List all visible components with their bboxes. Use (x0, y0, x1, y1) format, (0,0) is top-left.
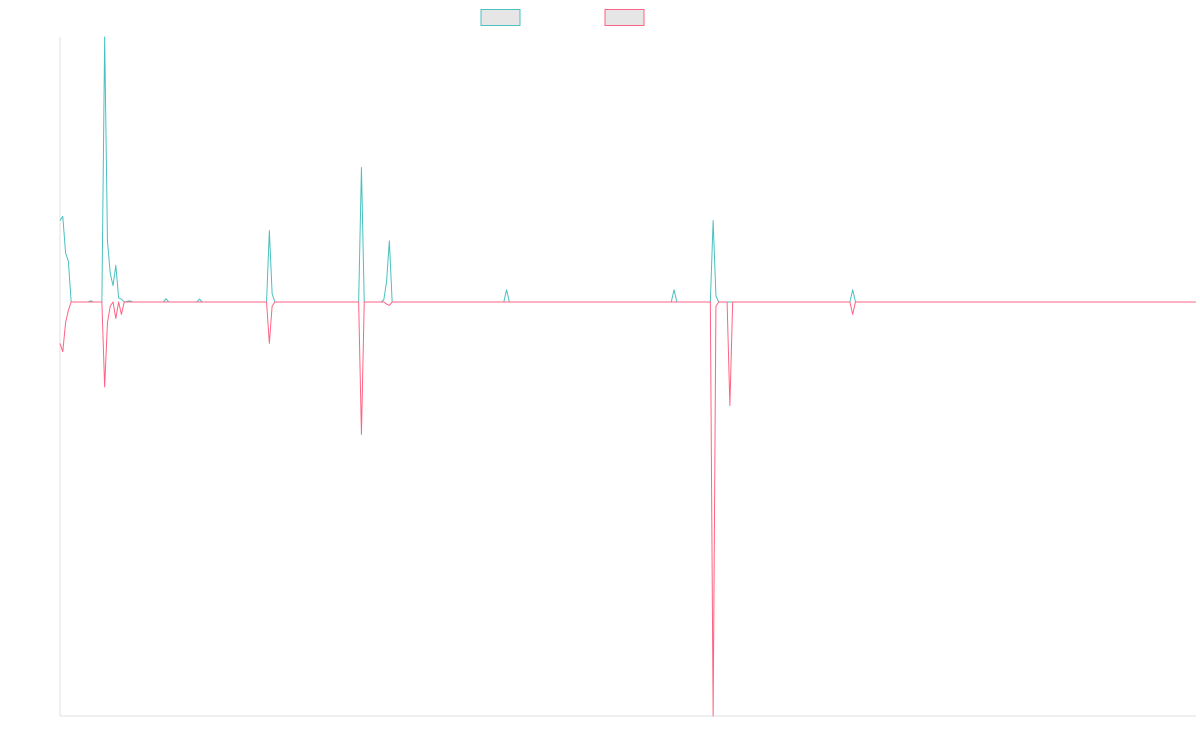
series-line-1 (59, 36, 1196, 303)
series-group (59, 36, 1196, 717)
legend-swatch-1[interactable] (480, 9, 521, 26)
series-line-2 (59, 301, 1196, 717)
legend-swatch-2[interactable] (604, 9, 645, 26)
legend (480, 9, 645, 26)
